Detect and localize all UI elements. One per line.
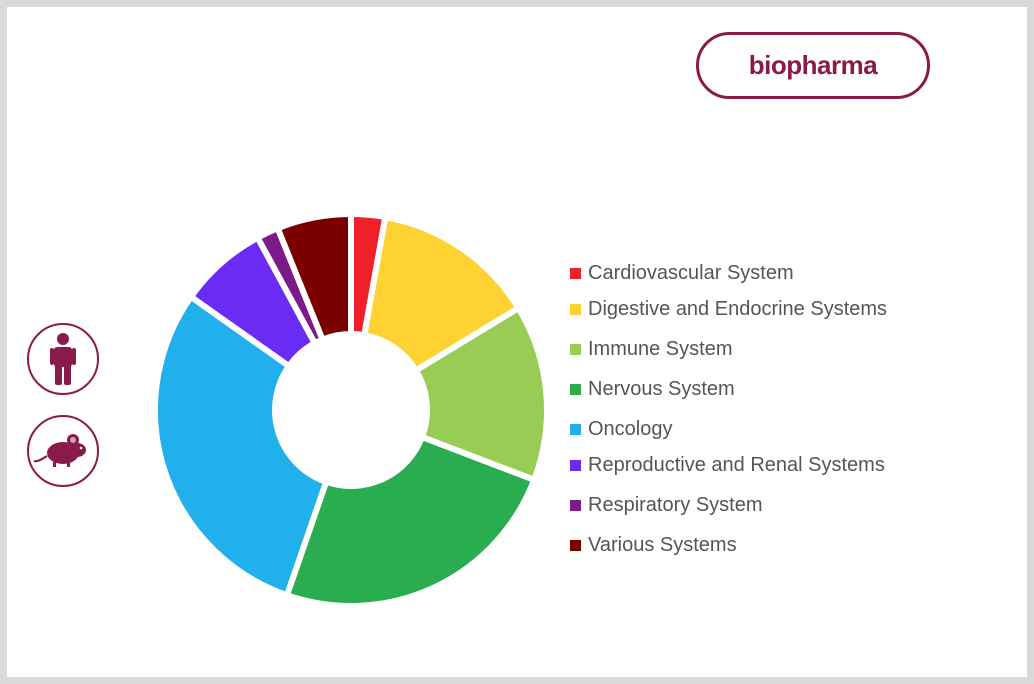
legend-item-respiratory-system[interactable]: Respiratory System [570, 494, 763, 517]
legend-label: Respiratory System [588, 494, 763, 516]
legend-label: Oncology [588, 418, 673, 440]
legend-swatch [570, 460, 581, 471]
legend-swatch [570, 500, 581, 511]
legend-swatch [570, 268, 581, 279]
chart-panel: biopharma Cardiovascular System Digestive… [7, 7, 1027, 677]
legend-swatch [570, 384, 581, 395]
biopharma-button[interactable]: biopharma [696, 32, 930, 99]
legend-label: Reproductive and Renal Systems [588, 454, 885, 476]
slice-oncology[interactable] [152, 292, 330, 600]
slice-various-systems[interactable] [273, 210, 354, 344]
slice-digestive-and-endocrine-systems[interactable] [360, 213, 523, 375]
human-icon [50, 333, 76, 385]
donut-chart [152, 210, 550, 609]
legend-item-cardiovascular-system[interactable]: Cardiovascular System [570, 262, 794, 285]
legend-swatch [570, 344, 581, 355]
legend-label: Immune System [588, 338, 733, 360]
human-filter-button[interactable] [27, 323, 99, 395]
biopharma-label: biopharma [748, 50, 878, 80]
legend-swatch [570, 540, 581, 551]
legend-label: Nervous System [588, 378, 735, 400]
legend-swatch [570, 304, 581, 315]
legend-item-immune-system[interactable]: Immune System [570, 338, 732, 361]
mouse-filter-button[interactable] [27, 415, 99, 487]
legend-label: Various Systems [588, 534, 737, 556]
legend-label: Digestive and Endocrine Systems [588, 298, 888, 320]
slice-nervous-system[interactable] [283, 433, 539, 609]
legend-item-reproductive-and-renal-systems[interactable]: Reproductive and Renal Systems [570, 454, 885, 477]
legend-swatch [570, 424, 581, 435]
legend-label: Cardiovascular System [588, 262, 794, 284]
legend-item-digestive-and-endocrine-systems[interactable]: Digestive and Endocrine Systems [570, 298, 887, 321]
legend-item-oncology[interactable]: Oncology [570, 418, 673, 441]
legend-item-various-systems[interactable]: Various Systems [570, 534, 737, 557]
slice-immune-system[interactable] [411, 303, 550, 484]
mouse-icon [33, 434, 86, 467]
legend-item-nervous-system[interactable]: Nervous System [570, 378, 735, 401]
